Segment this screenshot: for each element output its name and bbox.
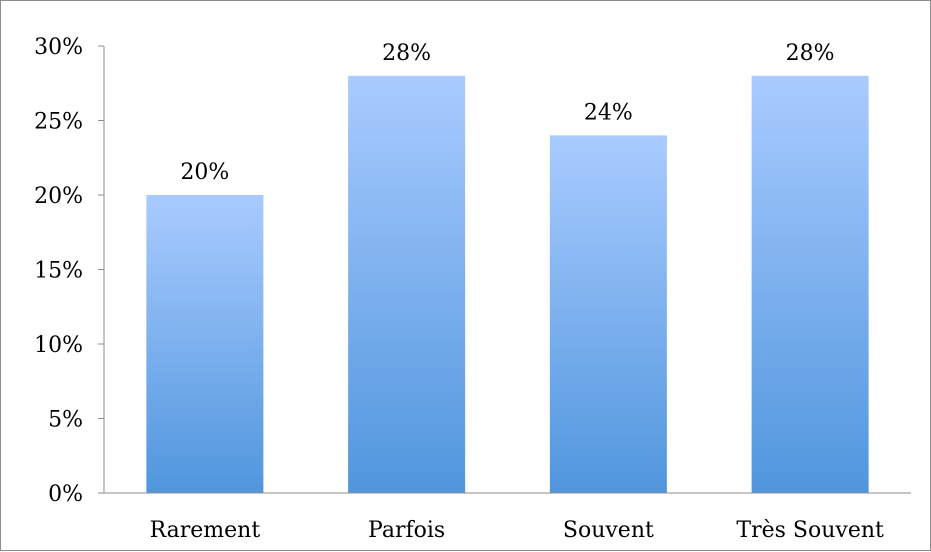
category-label: Souvent (563, 518, 654, 543)
bar (348, 75, 466, 494)
data-label: 28% (382, 41, 431, 66)
data-label: 24% (584, 100, 633, 125)
y-tick-label: 10% (34, 333, 83, 358)
bar (549, 135, 667, 493)
y-tick-label: 25% (34, 110, 83, 135)
y-tick-label: 0% (48, 482, 83, 507)
data-label: 20% (180, 160, 229, 185)
y-tick-label: 15% (34, 259, 83, 284)
y-tick-label: 20% (34, 184, 83, 209)
category-label: Très Souvent (736, 518, 884, 543)
axes-layer (98, 45, 911, 494)
data-label: 28% (786, 41, 835, 66)
labels-layer: 0% 5% 10% 15% 20% 25% 30% 20% Rarement 28% Parfois… (34, 35, 884, 543)
y-tick-label: 5% (48, 408, 83, 433)
category-label: Parfois (368, 518, 445, 543)
y-tick-label: 30% (34, 35, 83, 60)
bar (146, 195, 264, 493)
bars-layer (146, 75, 869, 494)
bar (751, 75, 869, 494)
category-label: Rarement (150, 518, 261, 543)
